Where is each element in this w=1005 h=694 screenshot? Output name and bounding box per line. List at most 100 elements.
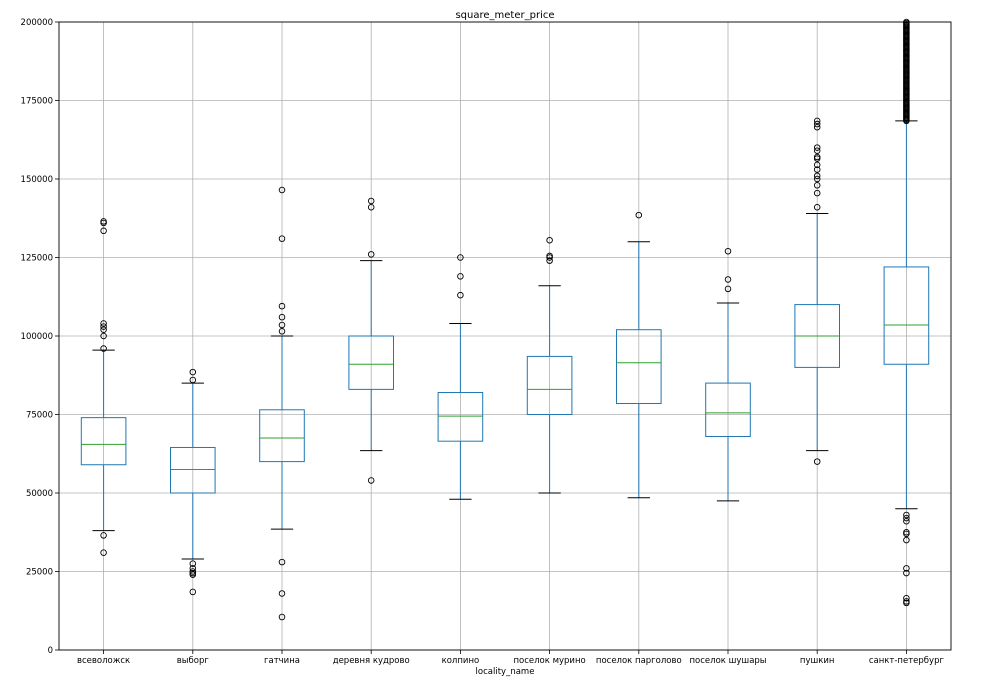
outlier-point — [903, 536, 910, 544]
iqr-box — [170, 446, 216, 494]
box-group — [348, 197, 394, 484]
chart-title: square_meter_price — [455, 10, 554, 21]
box-group — [883, 18, 930, 607]
outlier-point — [546, 236, 553, 244]
outlier-point — [457, 254, 464, 261]
y-tick-label: 50000 — [26, 489, 53, 499]
outlier-point — [100, 227, 107, 235]
box-series — [80, 18, 930, 621]
x-tick-label: поселок мурино — [513, 656, 585, 666]
outlier-point — [100, 326, 107, 333]
outlier-point — [189, 560, 197, 567]
outlier-point — [278, 313, 286, 321]
y-tick-label: 150000 — [21, 175, 53, 185]
y-tick-label: 25000 — [26, 568, 53, 578]
outlier-point — [903, 598, 910, 605]
y-tick-label: 200000 — [21, 18, 53, 28]
iqr-box — [616, 329, 662, 405]
outlier-point — [813, 166, 821, 173]
outlier-point — [813, 458, 821, 465]
outlier-point — [903, 518, 910, 525]
outlier-point — [100, 320, 107, 327]
outlier-point — [635, 211, 643, 219]
outlier-point — [546, 252, 553, 260]
outlier-point — [367, 251, 375, 258]
y-tick-label: 125000 — [21, 254, 53, 264]
outlier-point — [903, 594, 910, 602]
outlier-point — [813, 153, 821, 161]
outlier-point — [813, 204, 821, 211]
outlier-point — [724, 276, 732, 283]
iqr-box — [526, 355, 573, 416]
outlier-point — [903, 569, 910, 577]
outlier-point — [813, 117, 821, 125]
outlier-point — [100, 532, 107, 539]
outlier-point — [100, 332, 107, 340]
x-tick-label: выборг — [177, 656, 210, 666]
box-group — [616, 211, 662, 499]
outlier-point — [278, 328, 286, 335]
outlier-point — [367, 204, 375, 211]
box-group — [526, 236, 573, 494]
outlier-point — [189, 565, 197, 572]
iqr-box — [348, 335, 394, 390]
iqr-box — [705, 382, 751, 437]
y-tick-label: 75000 — [26, 411, 53, 421]
box-group — [259, 186, 305, 621]
x-tick-label: санкт-петербург — [869, 656, 945, 666]
x-tick-label: колпино — [442, 656, 480, 666]
outlier-point — [903, 511, 910, 519]
outlier-point — [813, 189, 821, 197]
outlier-point — [903, 514, 910, 522]
box-group — [80, 218, 127, 556]
outlier-point — [278, 321, 286, 329]
box-group — [705, 247, 751, 502]
outlier-point — [724, 285, 732, 293]
outlier-point — [189, 368, 197, 376]
outlier-point — [546, 257, 553, 264]
outlier-point — [100, 323, 107, 330]
outlier-point — [100, 549, 107, 556]
outlier-point — [903, 529, 910, 536]
box-group — [170, 368, 216, 596]
y-axis: 0 25000 50000 75000 100000 125000 150000 175000… — [21, 18, 59, 656]
outlier-point — [367, 197, 375, 205]
outlier-point — [189, 588, 197, 596]
box-group — [437, 254, 484, 500]
outlier-point — [278, 186, 286, 194]
iqr-box — [80, 417, 127, 466]
outlier-point — [278, 590, 286, 597]
outlier-point — [813, 144, 821, 151]
x-tick-label: всеволожск — [77, 656, 130, 666]
x-tick-label: гатчина — [264, 656, 300, 666]
outlier-point — [278, 302, 286, 310]
outlier-point — [724, 247, 732, 255]
x-axis: всеволожск выборг гатчина деревня кудрово ко… — [77, 650, 944, 666]
y-tick-label: 0 — [48, 646, 53, 656]
outlier-point — [189, 376, 197, 384]
box-group — [794, 117, 841, 465]
outlier-point — [813, 172, 821, 180]
iqr-box — [883, 266, 930, 365]
x-tick-label: поселок парголово — [596, 656, 682, 666]
outlier-point — [813, 147, 821, 154]
outlier-point — [278, 613, 286, 621]
outlier-point — [367, 477, 375, 484]
outlier-point — [100, 345, 107, 352]
outlier-point — [903, 565, 910, 572]
outlier-point — [813, 175, 821, 183]
outlier-point — [813, 123, 821, 131]
outlier-point — [457, 273, 464, 280]
x-tick-label: деревня кудрово — [333, 656, 410, 666]
outlier-point — [278, 558, 286, 566]
outlier-point — [189, 568, 197, 575]
iqr-box — [437, 392, 484, 442]
x-axis-label: locality_name — [476, 667, 535, 677]
outlier-point — [813, 161, 821, 169]
y-tick-label: 100000 — [21, 332, 53, 342]
x-tick-label: поселок шушары — [689, 656, 766, 666]
outlier-point — [100, 218, 107, 225]
x-tick-label: пушкин — [800, 656, 835, 666]
outlier-point — [457, 291, 464, 299]
